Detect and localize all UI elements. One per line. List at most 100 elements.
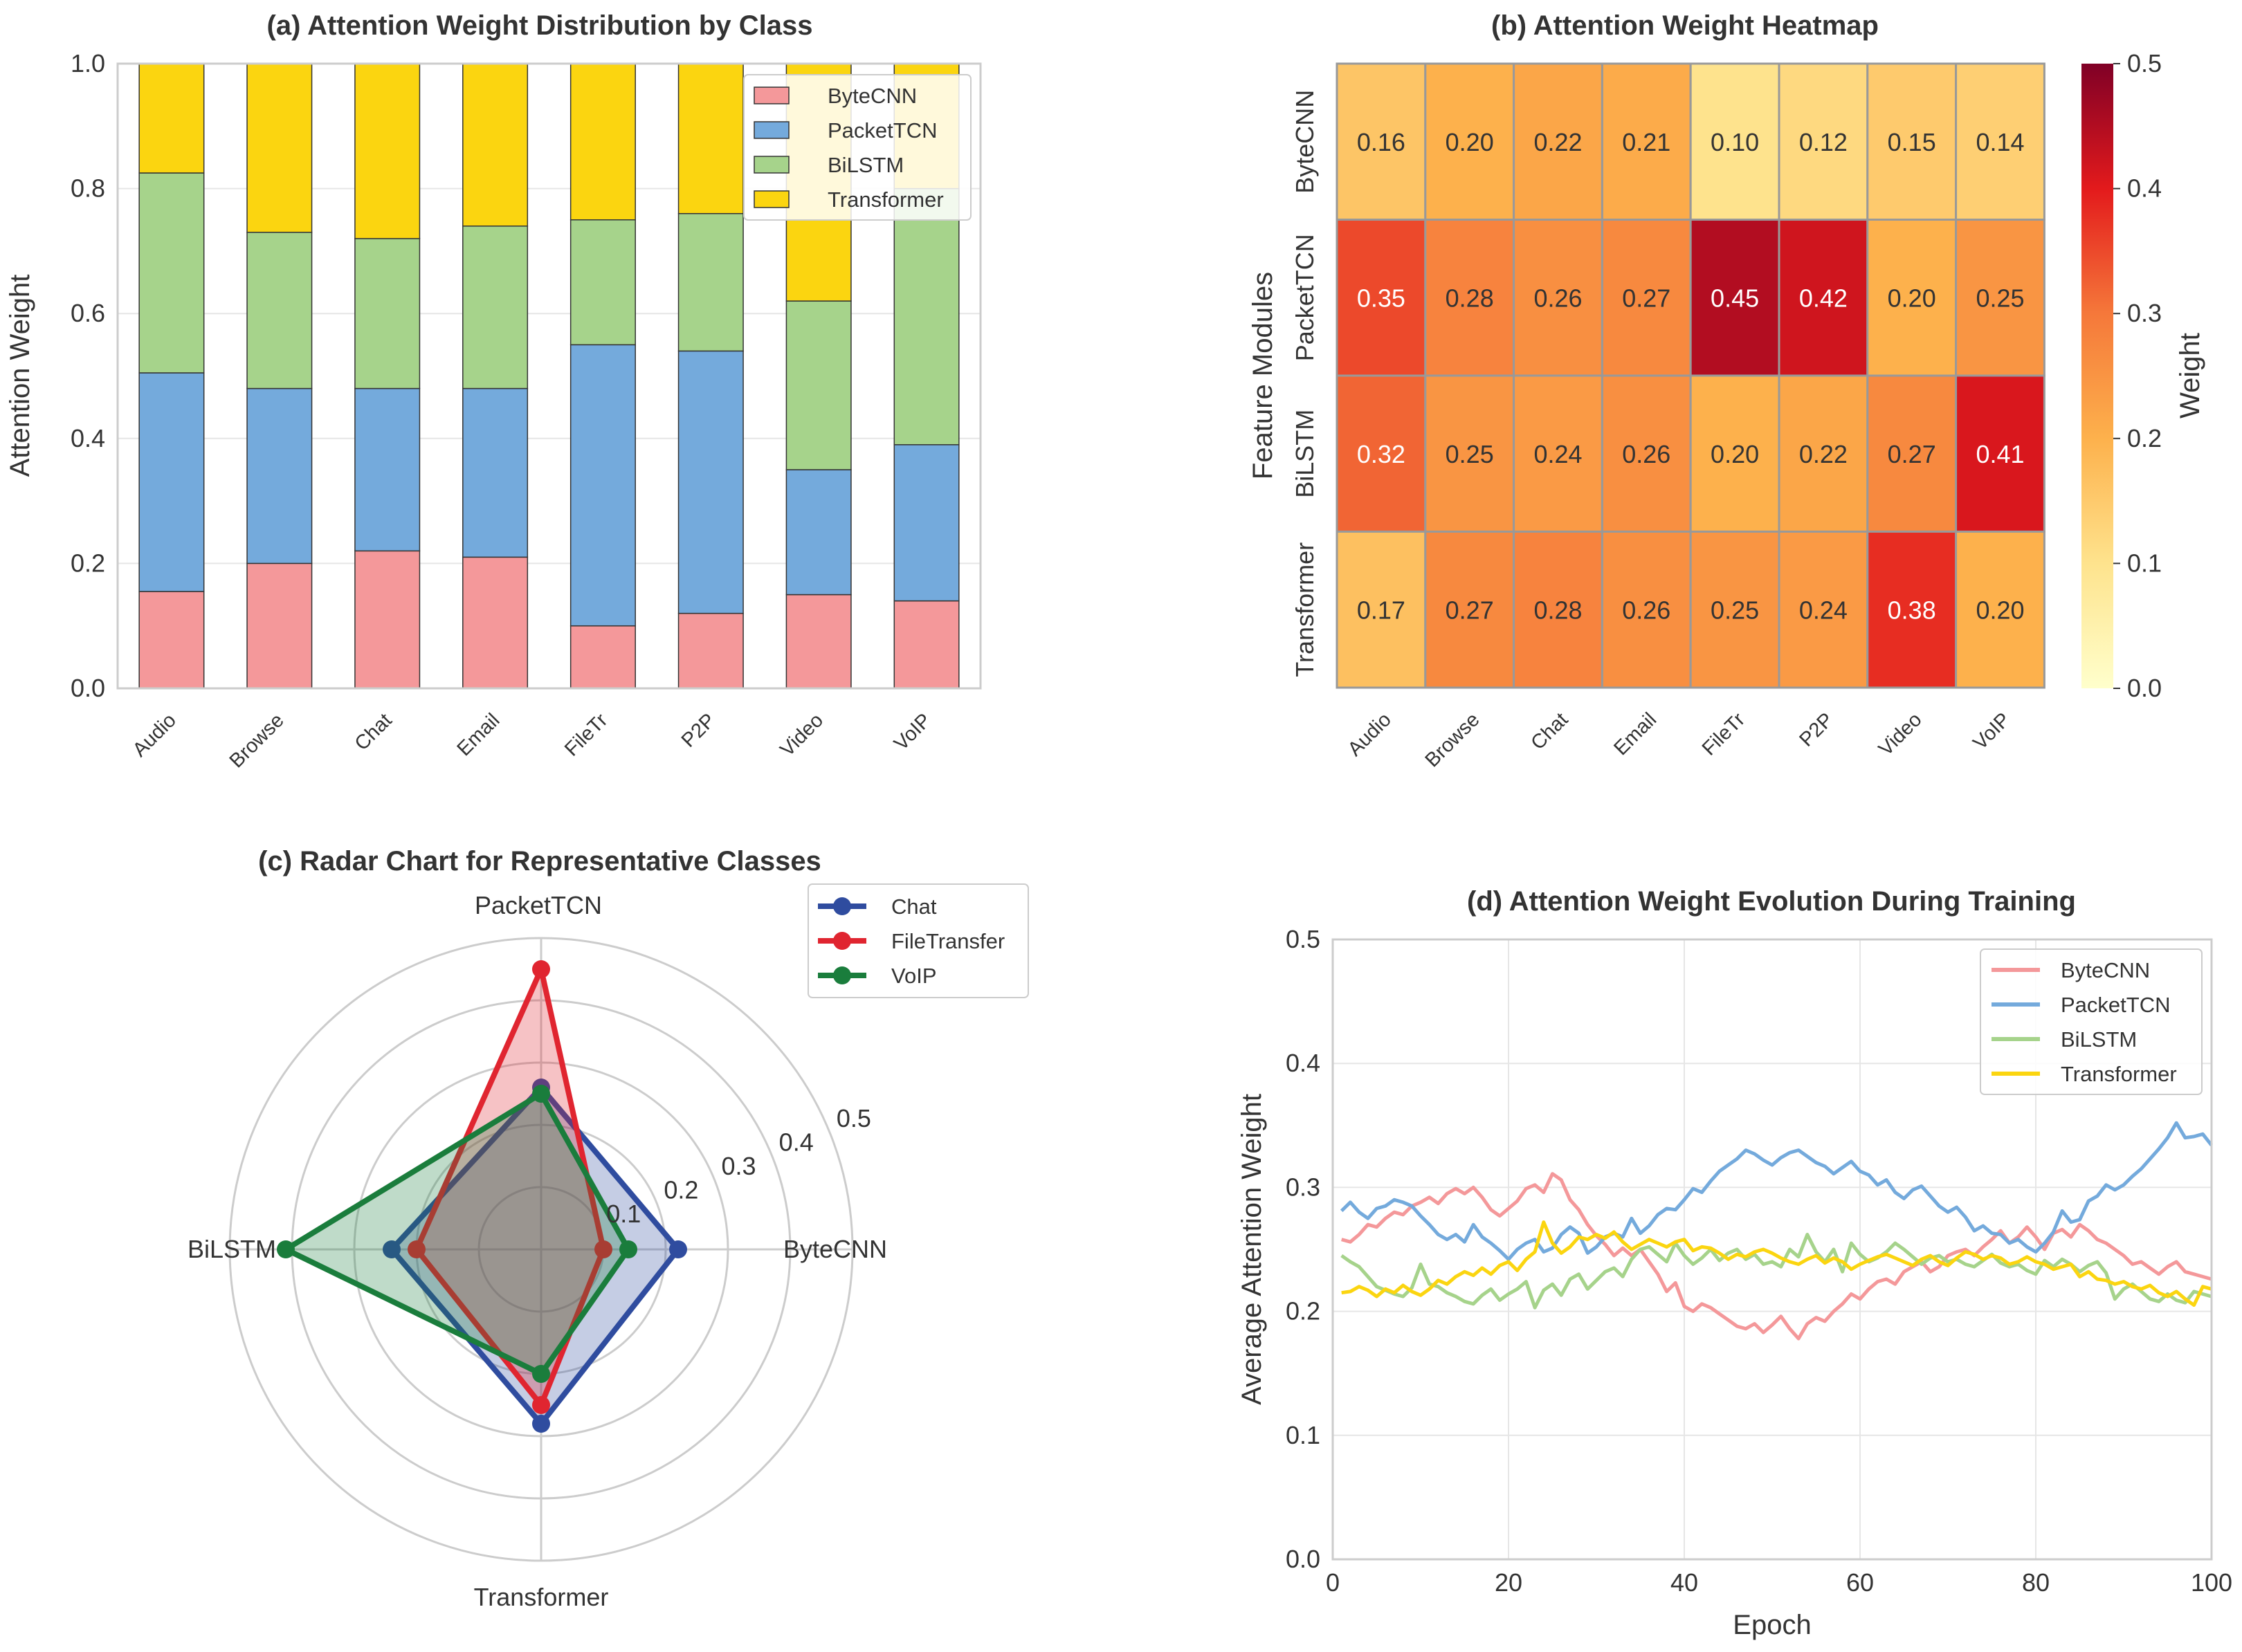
panel-c-rtick-label: 0.2: [664, 1176, 698, 1204]
panel-c-legend-label: Chat: [891, 894, 937, 919]
panel-b-cell-bilstm-filetr: [1689, 374, 1780, 533]
panel-a-bar-packettcn-video: [785, 469, 852, 596]
panel-b-cell-bytecnn-email: [1601, 62, 1692, 221]
panel-c-legend-marker-chat: [833, 897, 851, 915]
panel-a-bar-packettcn-voip: [893, 444, 960, 602]
panel-b-cell-label: 0.25: [1446, 440, 1494, 468]
panel-c-point-filetransfer-packettcn: [532, 960, 550, 978]
panel-a-bar-bilstm-audio: [138, 172, 205, 374]
panel-b-cell-label: 0.26: [1622, 596, 1670, 624]
panel-c-point-voip-bytecnn: [619, 1240, 637, 1258]
panel-c-legend-marker-filetransfer: [833, 932, 851, 950]
panel-c-point-voip-bilstm: [277, 1240, 295, 1258]
panel-a-ylabel: Attention Weight: [5, 275, 35, 477]
panel-b-cell-bilstm-browse: [1424, 374, 1515, 533]
panel-c-point-chat-bilstm: [383, 1240, 401, 1258]
panel-b-cell-label: 0.28: [1446, 284, 1494, 312]
panel-b-cell-transformer-p2p: [1778, 531, 1869, 689]
panel-b-cell-label: 0.24: [1799, 596, 1848, 624]
panel-d-line-packettcn: [1340, 1121, 2213, 1261]
panel-a-bar-transformer-browse: [246, 63, 313, 233]
panel-a-legend-swatch-bytecnn: [754, 86, 790, 104]
panel-a-xtick-label: Audio: [129, 709, 181, 761]
panel-b-cell-bytecnn-filetr: [1689, 62, 1780, 221]
panel-a-xtick-label: VoIP: [890, 709, 936, 755]
panel-a-bar-transformer-audio: [138, 63, 205, 174]
panel-b-row-label-bytecnn: ByteCNN: [1291, 90, 1319, 194]
panel-a-legend-label: BiLSTM: [828, 153, 904, 177]
panel-a-ytick-label: 0.6: [71, 299, 105, 327]
panel-b-colorbar-tick-label: 0.2: [2127, 424, 2162, 452]
panel-d-xtick-label: 100: [2191, 1568, 2232, 1597]
panel-b-cell-label: 0.45: [1711, 284, 1759, 312]
panel-b-cell-label: 0.21: [1622, 128, 1670, 156]
panel-b-cell-transformer-audio: [1336, 531, 1427, 689]
panel-b-colorbar-tick-label: 0.4: [2127, 174, 2162, 203]
panel-a-stacked-bar-chart: (a) Attention Weight Distribution by Cla…: [5, 10, 982, 772]
panel-a-xtick-label: P2P: [677, 709, 720, 751]
panel-a-bar-bilstm-video: [785, 300, 852, 470]
panel-c-point-chat-bytecnn: [669, 1240, 687, 1258]
panel-d-legend-label: Transformer: [2061, 1062, 2177, 1086]
panel-a-ytick-label: 0.2: [71, 549, 105, 577]
panel-d-ylabel: Average Attention Weight: [1237, 1094, 1267, 1405]
panel-a-bar-packettcn-chat: [354, 387, 421, 552]
panel-c-axis-label-packettcn: PacketTCN: [475, 891, 602, 919]
panel-c-legend-label: VoIP: [891, 964, 937, 988]
panel-b-cell-packettcn-chat: [1513, 219, 1603, 377]
panel-d-ytick-label: 0.5: [1286, 925, 1320, 953]
panel-b-cell-packettcn-voip: [1955, 219, 2045, 377]
panel-b-cell-transformer-browse: [1424, 531, 1515, 689]
panel-b-cell-label: 0.22: [1799, 440, 1848, 468]
panel-b-colorbar-tick-label: 0.1: [2127, 549, 2162, 577]
panel-d-xlabel: Epoch: [1733, 1610, 1811, 1640]
panel-b-cell-label: 0.25: [1711, 596, 1759, 624]
panel-a-bar-bytecnn-chat: [354, 550, 421, 689]
panel-b-colorbar-tick-label: 0.0: [2127, 674, 2162, 702]
panel-c-point-filetransfer-transformer: [532, 1396, 550, 1414]
panel-b-cell-label: 0.26: [1533, 284, 1582, 312]
panel-c-legend: Chat FileTransfer VoIP: [808, 883, 1029, 998]
panel-b-col-label-email: Email: [1610, 708, 1661, 760]
panel-b-cell-label: 0.27: [1622, 284, 1670, 312]
panel-c-axis-label-bytecnn: ByteCNN: [783, 1235, 887, 1263]
panel-b-cell-label: 0.16: [1357, 128, 1405, 156]
panel-a-bar-bilstm-voip: [893, 187, 960, 446]
panel-b-col-label-browse: Browse: [1421, 708, 1484, 771]
panel-a-legend-swatch-packettcn: [754, 121, 790, 139]
panel-c-point-voip-transformer: [532, 1365, 550, 1383]
panel-b-heatmap: (b) Attention Weight Heatmap 0.16 0.20 0.2…: [1248, 10, 2205, 771]
panel-b-cell-bytecnn-voip: [1955, 62, 2045, 221]
panel-b-cell-label: 0.41: [1976, 440, 2024, 468]
panel-d-legend-label: PacketTCN: [2061, 993, 2170, 1017]
panel-b-cell-label: 0.20: [1888, 284, 1936, 312]
panel-b-col-label-p2p: P2P: [1795, 708, 1837, 751]
panel-a-legend-label: Transformer: [828, 187, 944, 212]
panel-b-ylabel: Feature Modules: [1248, 272, 1278, 479]
panel-b-cell-packettcn-browse: [1424, 219, 1515, 377]
panel-b-cell-packettcn-audio: [1336, 219, 1427, 377]
panel-a-legend-swatch-transformer: [754, 190, 790, 208]
panel-a-bar-bytecnn-browse: [246, 562, 313, 689]
panel-a-bar-transformer-chat: [354, 63, 421, 239]
panel-b-cell-label: 0.35: [1357, 284, 1405, 312]
panel-d-line-transformer: [1341, 1220, 2212, 1307]
panel-a-xtick-label: Chat: [351, 709, 397, 755]
panel-a-xtick-label: FileTr: [560, 709, 612, 761]
panel-a-bar-bytecnn-email: [462, 556, 529, 689]
panel-a-bar-bilstm-browse: [246, 232, 313, 389]
panel-b-cell-bytecnn-audio: [1336, 62, 1427, 221]
panel-b-cell-label: 0.27: [1888, 440, 1936, 468]
panel-c-point-voip-packettcn: [532, 1085, 550, 1103]
panel-d-ytick-label: 0.1: [1286, 1421, 1320, 1449]
panel-b-cell-bytecnn-video: [1866, 62, 1958, 221]
panel-a-bar-transformer-email: [462, 63, 529, 227]
panel-b-col-label-filetr: FileTr: [1698, 708, 1750, 760]
panel-b-cell-bilstm-voip: [1955, 374, 2045, 533]
panel-d-ytick-label: 0.4: [1286, 1049, 1320, 1077]
panel-d-line-bytecnn: [1341, 1172, 2212, 1341]
panel-a-bar-packettcn-email: [462, 387, 529, 558]
panel-d-frame: [1331, 938, 2213, 1561]
panel-d-line-chart: (d) Attention Weight Evolution During Tr…: [1237, 886, 2232, 1640]
